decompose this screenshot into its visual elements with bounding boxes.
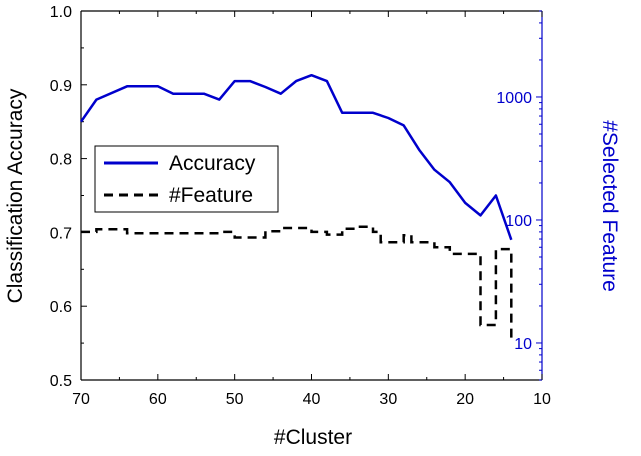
y2-tick-group: 10 100 1000 bbox=[496, 10, 542, 381]
x-tick-label: 10 bbox=[533, 391, 551, 408]
legend-label-feature: #Feature bbox=[169, 184, 253, 207]
x-tick-group: 70 60 50 40 30 20 10 bbox=[72, 11, 551, 408]
x-tick-label: 30 bbox=[379, 391, 397, 408]
y2-tick-label: 1000 bbox=[496, 90, 532, 107]
series-group bbox=[79, 73, 513, 343]
x-tick-label: 50 bbox=[226, 391, 244, 408]
legend-label-accuracy: Accuracy bbox=[169, 152, 256, 175]
x-axis-title: #Cluster bbox=[274, 426, 352, 449]
y-tick-label: 0.9 bbox=[50, 78, 72, 95]
y-axis-title: Classification Accuracy bbox=[4, 88, 27, 303]
series-line-feature bbox=[81, 225, 513, 343]
x-tick-label: 70 bbox=[72, 391, 90, 408]
y-tick-label: 1.0 bbox=[50, 4, 72, 21]
y-tick-label: 0.7 bbox=[50, 225, 72, 242]
y-tick-group: 0.5 0.6 0.7 0.8 0.9 1.0 bbox=[50, 4, 87, 390]
y-tick-label: 0.8 bbox=[50, 152, 72, 169]
series-line-accuracy bbox=[79, 73, 513, 241]
y-tick-label: 0.5 bbox=[50, 373, 72, 390]
y2-tick-label: 100 bbox=[505, 213, 532, 230]
legend: Accuracy #Feature bbox=[94, 145, 279, 213]
x-tick-label: 20 bbox=[456, 391, 474, 408]
y2-axis-title: #Selected Feature bbox=[598, 120, 621, 292]
y2-tick-label: 10 bbox=[514, 336, 532, 353]
legend-box bbox=[94, 145, 279, 213]
x-tick-label: 40 bbox=[303, 391, 321, 408]
x-tick-label: 60 bbox=[149, 391, 167, 408]
y-tick-label: 0.6 bbox=[50, 299, 72, 316]
